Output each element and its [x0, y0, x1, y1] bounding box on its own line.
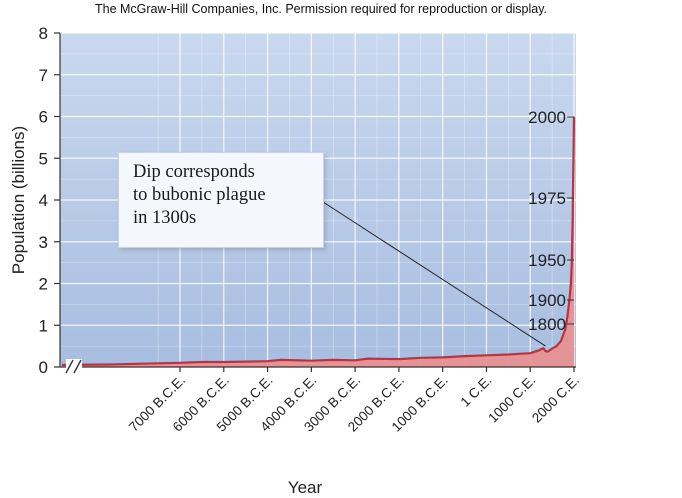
- y-tick-label: 1: [39, 316, 48, 335]
- year-annotations: 2000 1975 1950 1900 1800: [528, 108, 574, 334]
- y-tick-label: 7: [39, 66, 48, 85]
- plague-callout-box: Dip corresponds to bubonic plague in 130…: [118, 152, 324, 248]
- copyright-notice: The McGraw-Hill Companies, Inc. Permissi…: [95, 2, 548, 16]
- x-tick-label: 1 C.E.: [457, 373, 494, 410]
- y-tick-label: 8: [39, 24, 48, 43]
- callout-line-3: in 1300s: [133, 208, 197, 228]
- year-annotation-label: 2000: [528, 108, 566, 127]
- y-tick-label: 5: [39, 149, 48, 168]
- axis-break-mark: [73, 359, 82, 374]
- callout-line-2: to bubonic plague: [133, 185, 266, 205]
- year-annotation-label: 1800: [528, 315, 566, 334]
- y-tick-label: 4: [39, 191, 48, 210]
- y-tick-label: 6: [39, 108, 48, 127]
- year-annotation-label: 1900: [528, 291, 566, 310]
- population-line: [61, 116, 576, 366]
- y-axis-label: Population (billions): [9, 125, 28, 275]
- population-series: [61, 116, 576, 367]
- x-tick-label: 2000 C.E.: [529, 373, 582, 426]
- x-axis-label: Year: [287, 478, 323, 497]
- y-tick-label: 0: [39, 358, 48, 377]
- year-annotation-label: 1950: [528, 251, 566, 270]
- y-tick-label: 2: [39, 275, 48, 294]
- axis-break-mark: [65, 359, 74, 374]
- x-axis-ticks: 7000 B.C.E.6000 B.C.E.5000 B.C.E.4000 B.…: [126, 367, 582, 435]
- axis-break-gap: [66, 359, 82, 375]
- callout-line-1: Dip corresponds: [133, 162, 255, 182]
- y-axis-ticks: 0 1 2 3 4 5 6 7 8: [39, 24, 60, 377]
- y-tick-label: 3: [39, 233, 48, 252]
- callout-pointer-line: [319, 199, 546, 347]
- year-annotation-label: 1975: [528, 189, 566, 208]
